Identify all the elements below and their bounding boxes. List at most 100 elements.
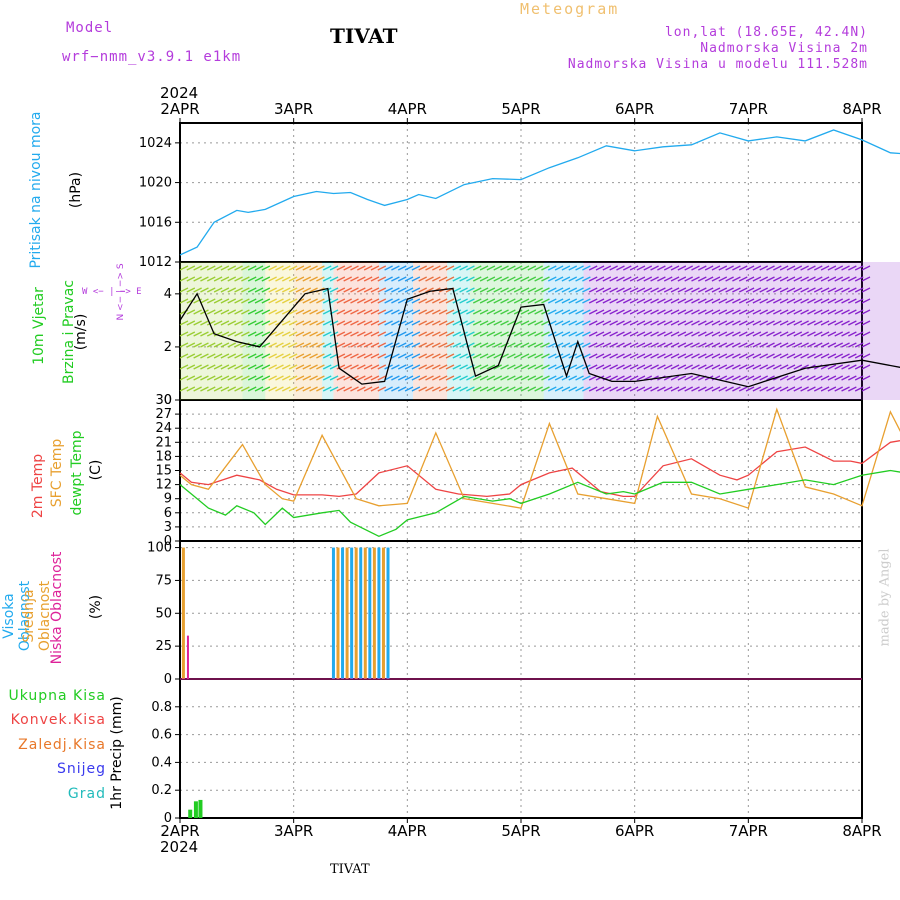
wind-barb (350, 364, 359, 370)
year-top: 2024 (160, 84, 199, 102)
wind-barb (206, 386, 216, 392)
wind-barb (677, 342, 687, 348)
wind-barb (684, 287, 693, 293)
wind-barb (520, 309, 530, 315)
legend-ukupna-kisa: Ukupna Kisa (8, 688, 106, 704)
wind-barb (404, 320, 414, 326)
wind-barb (786, 320, 796, 326)
wind-barb (302, 265, 312, 271)
wind-barb (725, 276, 734, 282)
wind-barb (309, 386, 318, 392)
wind-barb (663, 331, 673, 337)
wind-barb (411, 353, 421, 359)
wind-barb (827, 342, 837, 348)
wind-barb (459, 287, 468, 293)
wind-barb (629, 353, 639, 359)
wind-barb (247, 353, 257, 359)
wind-barb (479, 386, 489, 392)
wind-barb (513, 287, 523, 293)
wind-barb (186, 309, 196, 315)
wind-barb (711, 342, 721, 348)
wind-barb (616, 276, 625, 282)
wind-barb (343, 364, 352, 370)
wind-barb (616, 320, 625, 326)
wind-barb (623, 386, 632, 392)
wind-barb (657, 309, 666, 315)
wind-barb (425, 287, 434, 293)
wind-barb (827, 320, 837, 326)
wind-barb (766, 375, 775, 381)
wind-barb (786, 375, 796, 381)
wind-barb (657, 342, 666, 348)
wind-barb (247, 265, 257, 271)
wind-barb (295, 320, 305, 326)
wind-barb (254, 287, 264, 293)
wind-barb (650, 309, 659, 315)
wind-barb (663, 298, 673, 304)
wind-barb (643, 309, 653, 315)
high-cloud-bar (341, 547, 345, 679)
wind-barb (718, 265, 728, 271)
wind-barb (861, 364, 871, 370)
wind-barb (820, 298, 830, 304)
wind-barb (541, 265, 550, 271)
wind-barb (793, 353, 803, 359)
wind-barb (732, 287, 741, 293)
wind-barb (820, 265, 830, 271)
wind-barb (752, 386, 762, 392)
wind-barb (295, 265, 305, 271)
wind-barb (779, 287, 789, 293)
wind-barb (295, 364, 305, 370)
wind-barb (813, 309, 823, 315)
low-cloud-bar (186, 635, 189, 679)
wind-barb (643, 353, 653, 359)
wind-barb (704, 353, 714, 359)
wind-barb (220, 353, 230, 359)
wind-barb (493, 276, 503, 282)
wind-barb (691, 353, 700, 359)
wind-barb (759, 353, 768, 359)
x-tick-label-bottom: 4APR (388, 822, 427, 840)
wind-barb (534, 298, 543, 304)
wind-barb (629, 386, 639, 392)
wind-barb (411, 375, 421, 381)
wind-barb (254, 298, 264, 304)
wind-barb (534, 320, 543, 326)
wind-barb (609, 331, 618, 337)
wind-barb (786, 309, 796, 315)
wind-barb (861, 386, 871, 392)
wind-barb (445, 298, 455, 304)
wind-barb (213, 287, 223, 293)
wind-barb (568, 287, 578, 293)
wind-barb (609, 309, 618, 315)
wind-barb (282, 298, 291, 304)
wind-barb (854, 265, 864, 271)
wind-barb (336, 309, 346, 315)
wind-barb (520, 276, 530, 282)
wind-barb (206, 353, 216, 359)
wind-barb (206, 265, 216, 271)
wind-barb (807, 287, 816, 293)
wind-barb (623, 364, 632, 370)
wind-barb (377, 298, 387, 304)
wind-barb (206, 342, 216, 348)
wind-barb (213, 320, 223, 326)
wind-barb (520, 386, 530, 392)
wind-barb (357, 386, 366, 392)
wind-barb (786, 386, 796, 392)
wind-barb (288, 342, 298, 348)
wind-barb (677, 364, 687, 370)
wind-barb (234, 276, 243, 282)
meteogram-title: Meteogram (520, 0, 620, 18)
wind-barb (588, 364, 598, 370)
wind-barb (732, 331, 741, 337)
wind-barb (636, 342, 646, 348)
page-title: TIVAT (330, 24, 398, 48)
wind-barb (282, 265, 291, 271)
y-tick-label: 1016 (139, 215, 172, 230)
wind-barb (629, 375, 639, 381)
wind-barb (623, 276, 632, 282)
wind-barb (363, 265, 373, 271)
wind-barb (861, 342, 871, 348)
wind-barb (718, 309, 728, 315)
